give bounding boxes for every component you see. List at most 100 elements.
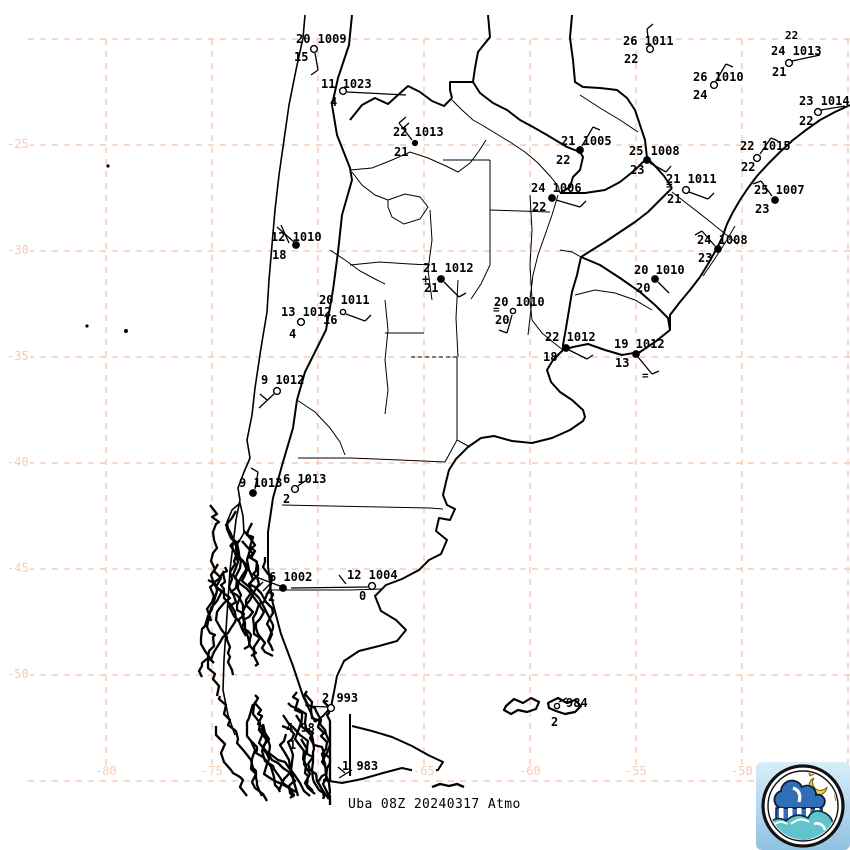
station-temp-pressure: 26 1011 — [623, 34, 674, 48]
station-plot — [339, 308, 372, 322]
wind-barb — [701, 230, 716, 247]
wind-barb — [310, 69, 319, 76]
station-dewpoint: 13 — [615, 356, 630, 370]
longitude-label: -55 — [624, 764, 648, 778]
weather-mark: = — [493, 303, 500, 316]
station-dewpoint: 18 — [272, 248, 287, 262]
station-symbol — [411, 139, 419, 147]
wind-barb — [820, 105, 846, 111]
fjord-scribble — [197, 563, 224, 678]
wind-barb — [338, 769, 353, 779]
station-plot — [498, 307, 517, 334]
latitude-label: -35 — [6, 349, 30, 363]
station-plot — [296, 317, 306, 327]
station-temp-pressure: 20 1010 — [634, 263, 685, 277]
station-temp-pressure: 20 1011 — [319, 293, 370, 307]
station-symbol — [714, 245, 722, 253]
station-plot — [548, 194, 587, 208]
latitude-label: -45 — [6, 561, 30, 575]
station-symbol — [339, 308, 347, 316]
wind-barb — [651, 370, 660, 375]
wind-barb — [259, 393, 268, 401]
station-temp-pressure: 6 1002 — [269, 570, 313, 584]
station-temp-pressure: 21 1011 — [666, 172, 717, 186]
wind-barb — [725, 63, 734, 68]
station-symbol — [290, 484, 300, 494]
station-plot — [709, 63, 734, 90]
station-dewpoint: 23 — [630, 163, 645, 177]
station-temp-pressure: 25 1008 — [629, 144, 680, 158]
station-plot — [276, 224, 300, 249]
longitude-label: -50 — [730, 764, 754, 778]
station-plot — [255, 576, 287, 592]
wind-barb — [314, 52, 319, 71]
wind-barb — [592, 126, 601, 131]
fjord-scribble — [199, 578, 221, 697]
weather-mark: 22 — [785, 29, 799, 42]
latitude-label: -50 — [6, 667, 30, 681]
station-dewpoint: 0 — [359, 589, 367, 603]
station-dewpoint: 21 — [394, 145, 409, 159]
fjord-scribble — [253, 701, 311, 797]
station-temp-pressure: 11 1023 — [321, 77, 372, 91]
fjord-scribble — [214, 726, 248, 797]
station-temp-pressure: 984 — [566, 696, 588, 710]
wind-barb — [568, 349, 588, 360]
wind-barb — [770, 137, 779, 142]
station-dewpoint: 20 — [495, 313, 510, 327]
fjord-scribble — [241, 540, 275, 642]
station-plot — [562, 344, 594, 360]
station-dewpoint: 24 — [693, 88, 708, 102]
fjord-scribble — [205, 504, 221, 622]
longitude-label: -80 — [94, 764, 118, 778]
wind-barb — [250, 467, 259, 473]
station-temp-pressure: 21 1012 — [423, 261, 474, 275]
station-symbol — [309, 44, 319, 54]
wind-barb — [398, 116, 407, 124]
wind-barb — [254, 471, 259, 490]
station-plot — [651, 275, 670, 294]
station-symbol — [784, 58, 794, 68]
wind-barb — [398, 122, 413, 141]
station-symbol — [709, 80, 719, 90]
station-plot — [752, 180, 779, 204]
wind-barb — [258, 393, 275, 409]
station-symbol-layer — [249, 23, 846, 779]
station-temp-pressure: 20 1010 — [494, 295, 545, 309]
longitude-label: -60 — [518, 764, 542, 778]
wind-barb — [338, 574, 347, 585]
station-dewpoint: 4 — [330, 95, 338, 109]
station-symbol — [326, 703, 336, 713]
station-plot — [681, 185, 715, 200]
graticule-grid — [28, 38, 850, 782]
station-dewpoint: 22 — [741, 160, 756, 174]
wind-barb — [558, 697, 568, 703]
station-temp-pressure: 19 1012 — [614, 337, 665, 351]
station-plot — [813, 105, 846, 117]
station-dewpoint: 21 — [667, 192, 682, 206]
station-temp-pressure: 4 98 — [286, 721, 315, 735]
latitude-label: -40 — [6, 455, 30, 469]
wind-barb — [262, 583, 271, 592]
station-plot — [752, 137, 779, 163]
fjord-scribble — [257, 728, 297, 798]
wind-barb — [715, 63, 727, 82]
wind-barb — [337, 766, 346, 774]
station-symbol — [651, 275, 659, 283]
station-temp-pressure: 9 1013 — [239, 476, 283, 490]
wind-barb — [637, 356, 653, 375]
weather-service-logo — [756, 762, 850, 850]
station-temp-pressure: 25 1007 — [754, 183, 805, 197]
station-temp-pressure: 23 1014 — [799, 94, 850, 108]
station-temp-pressure: 22 1015 — [740, 139, 791, 153]
wind-barb — [443, 281, 460, 298]
wind-barb — [305, 705, 328, 708]
station-dewpoint: 23 — [698, 251, 713, 265]
station-temp-pressure: 21 1005 — [561, 134, 612, 148]
station-symbol — [643, 156, 651, 164]
station-dewpoint: 22 — [556, 153, 571, 167]
station-plot — [337, 766, 353, 779]
wave-icon — [769, 810, 834, 840]
station-plot — [694, 230, 722, 253]
station-plot — [309, 44, 319, 76]
